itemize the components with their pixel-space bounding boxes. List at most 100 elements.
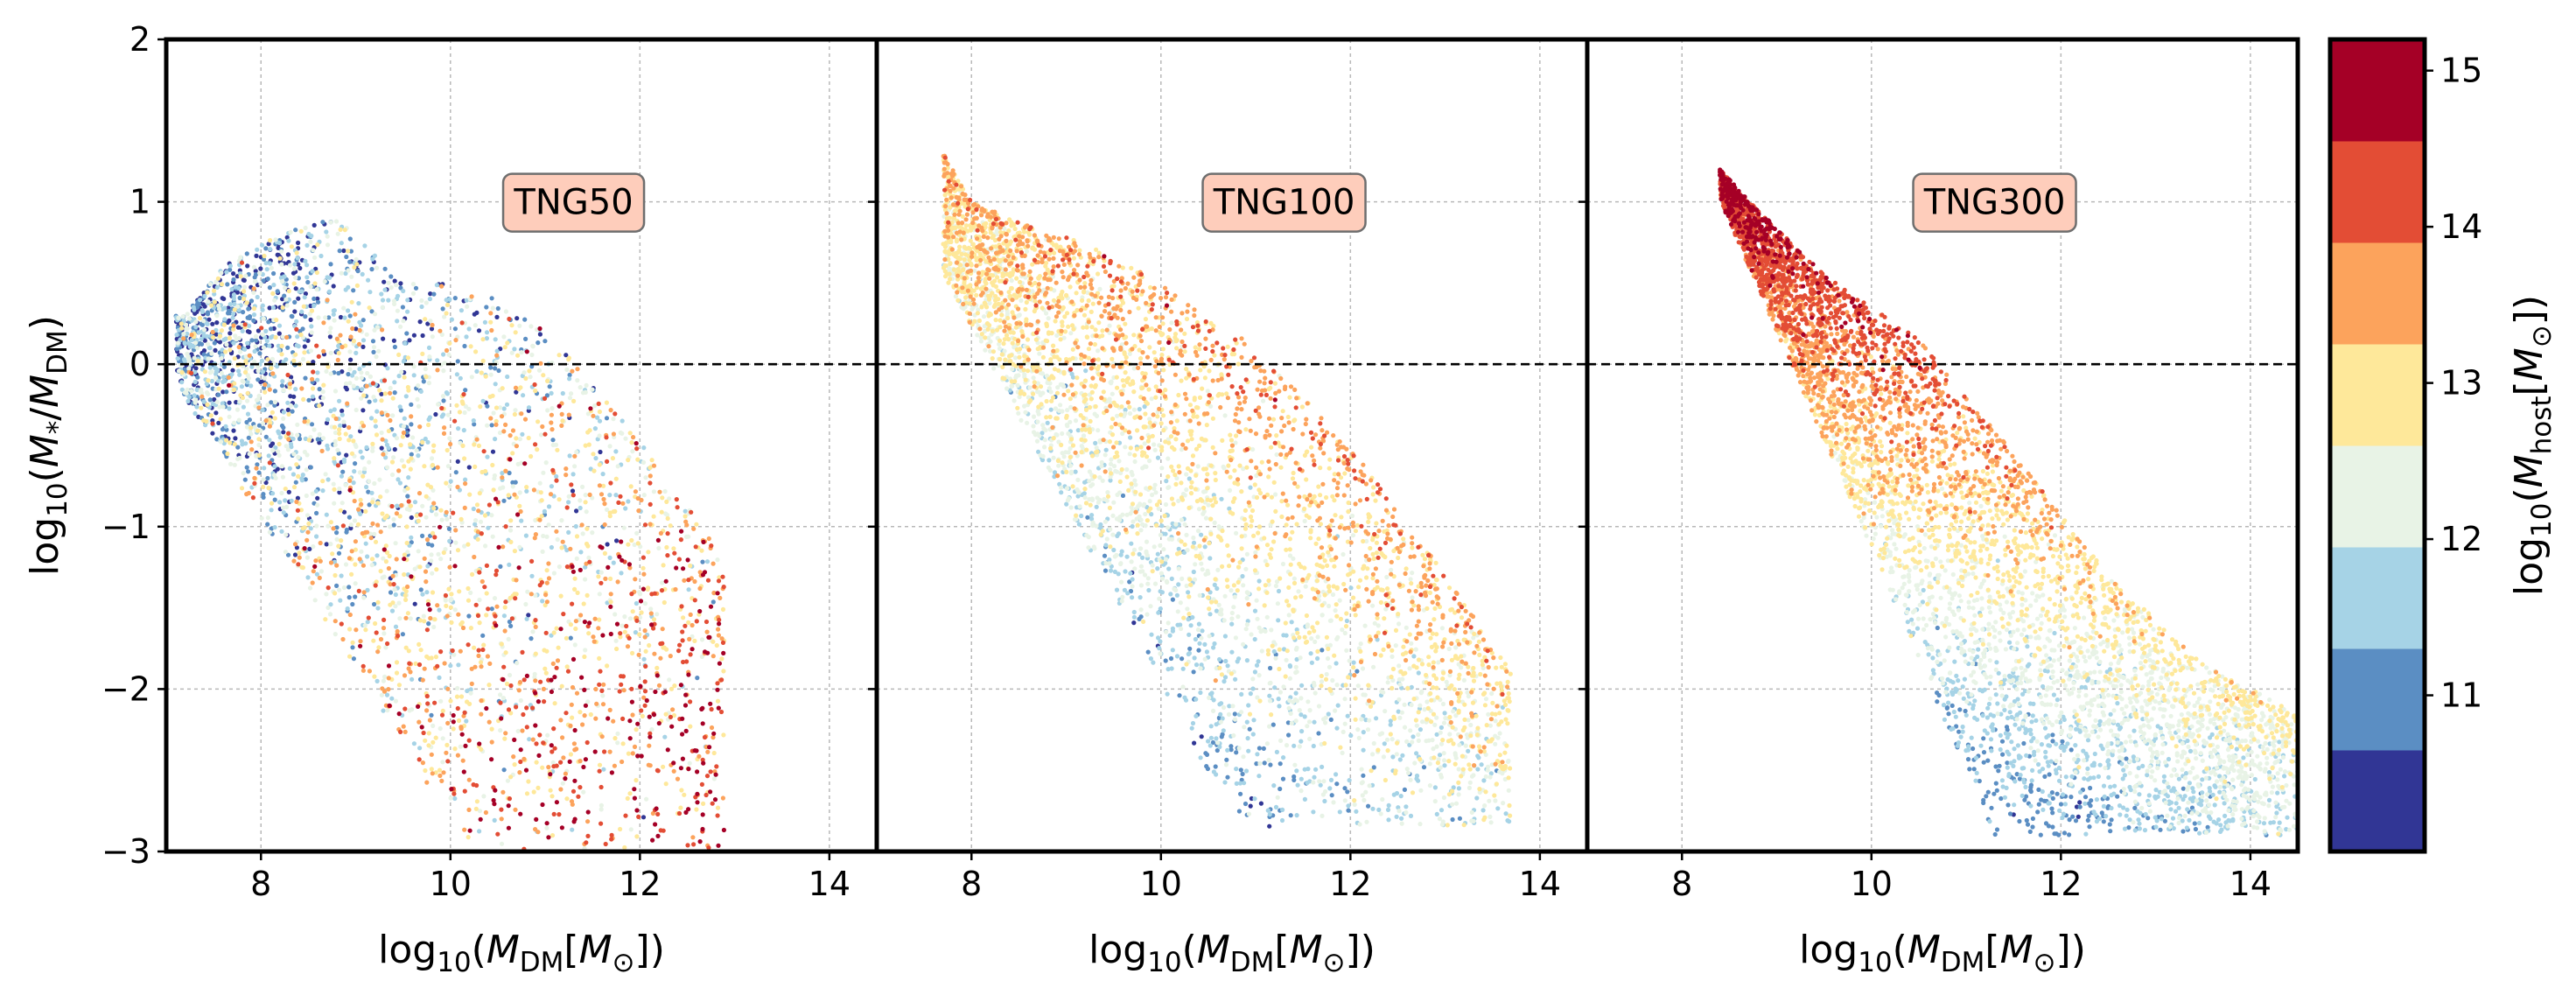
data-point [192,379,198,384]
data-point [1437,753,1443,758]
data-point [248,431,254,437]
data-point [452,746,458,752]
data-point [1432,785,1438,790]
data-point [630,712,635,718]
data-point [341,248,346,254]
data-point [430,449,436,454]
data-point [704,774,710,779]
data-point [1042,438,1047,443]
data-point [233,333,238,339]
data-point [359,370,364,375]
data-point [302,546,307,551]
data-point [1222,679,1227,684]
data-point [501,334,507,340]
data-point [416,704,421,710]
data-point [332,389,339,394]
data-point [570,472,576,477]
data-point [340,636,346,642]
data-point [365,554,370,559]
data-point [492,802,497,807]
data-point [1297,708,1302,713]
data-point [533,592,538,599]
data-point [1254,598,1259,603]
data-point [469,666,474,671]
data-point [537,732,542,738]
data-point [393,592,398,598]
data-point [620,501,626,506]
data-point [356,301,361,306]
data-point [545,408,550,413]
data-point [367,459,372,465]
data-point [184,322,189,327]
data-point [1191,535,1196,541]
data-point [676,648,682,654]
data-point [293,275,298,280]
data-point [313,266,318,271]
data-point [1289,720,1294,726]
data-point [427,718,432,723]
data-point [678,805,683,810]
data-point [1323,715,1328,720]
data-point [284,357,289,362]
data-point [290,409,295,414]
data-point [1037,351,1042,356]
data-point [460,401,466,406]
data-point [442,425,447,431]
data-point [382,674,388,680]
data-point [600,693,606,698]
data-point [1334,781,1340,787]
data-point [472,664,478,669]
data-point [1064,486,1070,491]
data-point [1255,752,1260,757]
data-point [239,486,245,491]
data-point [472,442,477,447]
data-point [429,552,434,557]
data-point [536,340,541,346]
data-point [550,833,556,838]
data-point [447,538,452,544]
data-point [1218,609,1223,614]
data-point [257,270,262,276]
data-point [406,475,411,480]
data-point [643,663,648,669]
data-point [1381,754,1386,760]
data-point [503,524,508,529]
data-point [1197,641,1202,646]
data-point [564,548,570,553]
data-point [500,475,505,480]
data-point [458,648,463,654]
data-point [1337,598,1342,603]
data-point [435,663,440,669]
data-point [555,658,561,663]
data-point [472,645,477,650]
data-point [360,271,365,277]
data-point [270,371,276,376]
data-point [1469,809,1474,816]
data-point [449,592,454,597]
data-point [494,623,499,628]
data-point [428,615,433,621]
data-point [344,254,349,260]
data-point [720,795,726,801]
data-point [1347,778,1352,783]
data-point [1108,461,1114,467]
data-point [642,522,648,528]
data-point [388,590,394,595]
data-point [217,404,222,410]
data-point [373,418,378,424]
data-point [444,391,450,396]
data-point [346,515,352,520]
data-point [267,305,272,311]
data-point [460,625,466,631]
data-point [674,565,679,571]
data-point [522,417,528,422]
data-point [613,476,619,481]
data-point [386,298,391,303]
data-point [397,404,402,410]
data-point [185,326,190,332]
data-point [1192,655,1197,661]
data-point [252,480,257,487]
data-point [1108,527,1113,532]
data-point [436,402,441,407]
data-point [571,398,577,403]
